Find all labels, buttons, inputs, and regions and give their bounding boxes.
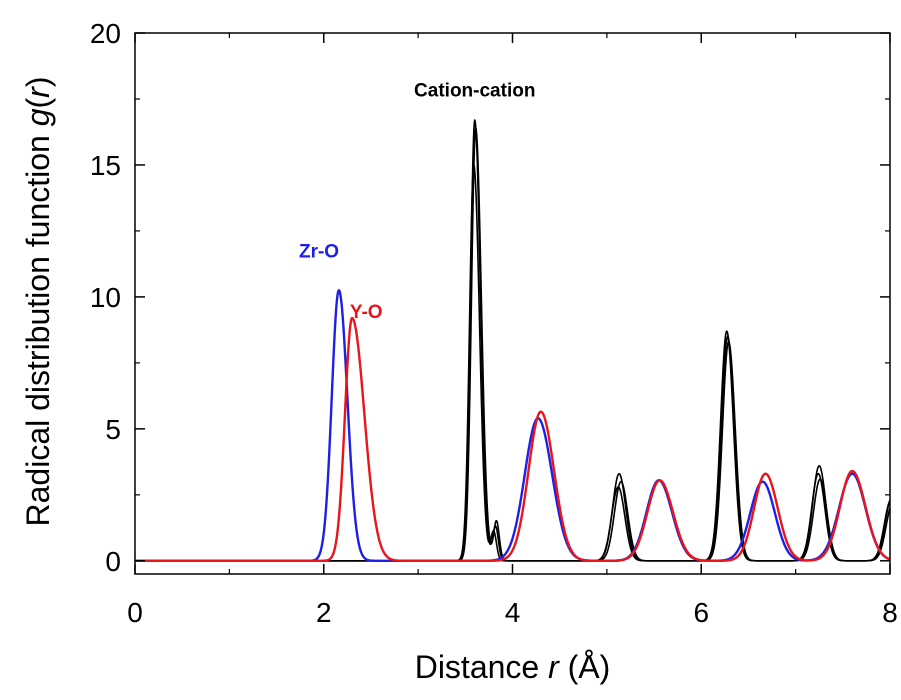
label-layer: Distance r (Å) Radical distribution funct… [20,77,610,685]
plot-frame [134,32,891,575]
annotation-zr-o: Zr-O [299,241,339,262]
annotation-y-o: Y-O [350,302,383,323]
x-tick-label: 8 [882,597,898,628]
axis-layer: 0 2 4 6 8 0 5 10 15 20 [90,18,898,628]
series-line-cation-2 [135,119,890,562]
x-tick-label: 6 [693,597,709,628]
y-tick-label: 5 [105,414,121,445]
x-tick-label: 2 [316,597,332,628]
series-line-cation-3 [135,127,890,562]
y-tick-label: 10 [90,282,121,313]
series-line-y-o-1 [135,316,890,562]
x-tick-label: 4 [505,597,521,628]
series-line-zr-o-0 [135,289,890,562]
y-tick-label: 0 [105,546,121,577]
x-axis-title: Distance r (Å) [415,649,611,685]
y-tick-label: 15 [90,150,121,181]
series-layer [135,119,890,562]
y-tick-label: 20 [90,18,121,49]
y-axis-title: Radical distribution function g(r) [20,77,56,527]
annotation-cation-cation: Cation-cation [414,80,535,101]
x-tick-label: 0 [127,597,143,628]
